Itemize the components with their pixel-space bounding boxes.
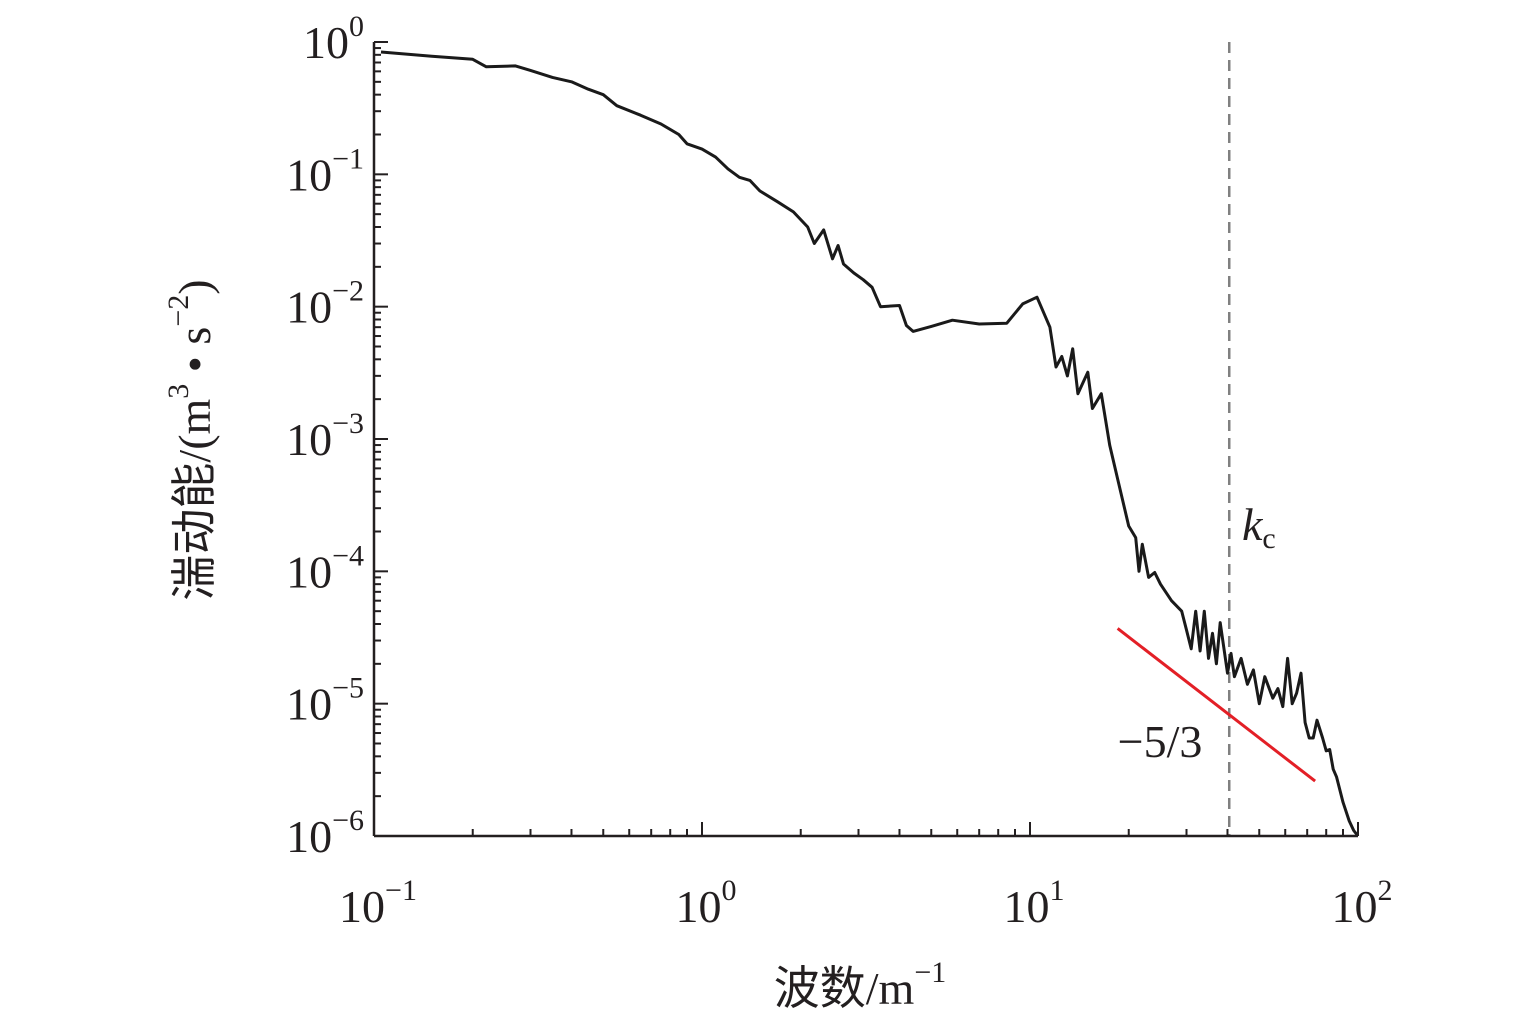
x-tick-label: 10−1 — [339, 874, 417, 932]
y-tick-label: 10−2 — [286, 275, 364, 333]
cutoff-annotation: kc — [1242, 499, 1276, 555]
slope-reference-line — [1116, 627, 1317, 783]
x-tick-label: 102 — [1332, 874, 1393, 932]
y-tick-label: 10−5 — [286, 672, 364, 730]
x-tick-label: 100 — [676, 874, 737, 932]
y-tick-label: 100 — [303, 10, 364, 68]
plot-layer — [380, 42, 1360, 837]
labels: 波数/m−1 湍动能/(m3 • s−2) −5/3 kc — [162, 279, 1276, 1014]
slope-annotation: −5/3 — [1118, 716, 1203, 767]
spectrum-line — [380, 50, 1360, 837]
axes: 10−1 100 101 102 100 10−1 10−2 10−3 10−4 10−5 10−6 — [286, 10, 1392, 932]
y-axis-title: 湍动能/(m3 • s−2) — [162, 279, 220, 600]
x-axis-title: 波数/m−1 — [774, 956, 946, 1014]
x-tick-label: 101 — [1004, 874, 1065, 932]
y-tick-label: 10−6 — [286, 804, 364, 862]
y-tick-label: 10−1 — [286, 142, 364, 200]
y-tick-label: 10−3 — [286, 407, 364, 465]
y-tick-label: 10−4 — [286, 539, 364, 597]
